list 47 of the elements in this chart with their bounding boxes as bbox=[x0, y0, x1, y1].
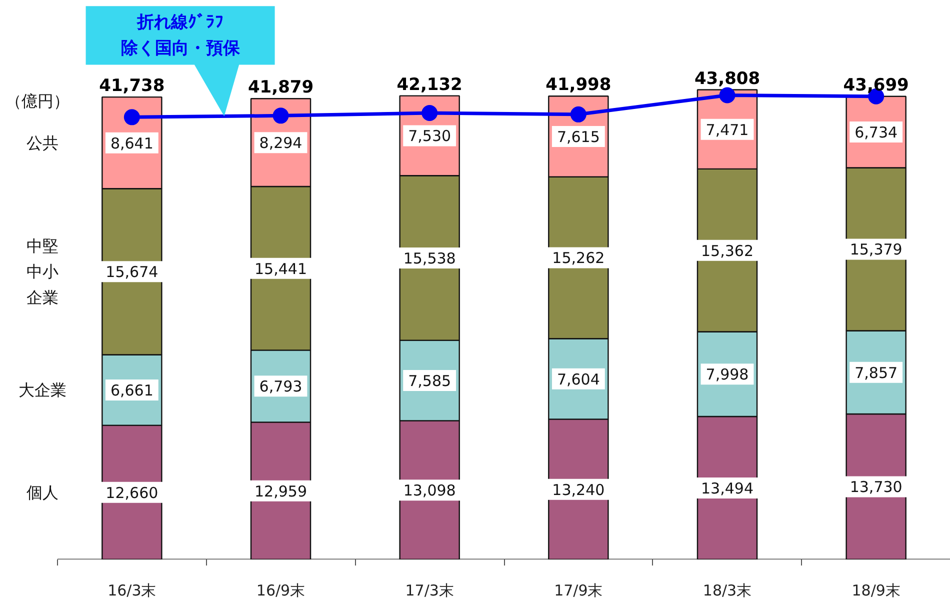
data-label: 13,098 bbox=[403, 482, 456, 500]
data-label: 8,294 bbox=[259, 134, 302, 152]
data-label: 41,738 bbox=[99, 76, 165, 96]
data-label: 41,998 bbox=[546, 75, 612, 96]
text: 折れ線ｸﾞﾗﾌ除く国向・預保 bbox=[120, 12, 241, 58]
point bbox=[570, 106, 586, 122]
data-label: 6,661 bbox=[110, 382, 154, 400]
data-label: 12,959 bbox=[254, 482, 308, 500]
text: 個人 bbox=[26, 482, 59, 502]
data-label: 7,998 bbox=[706, 366, 749, 384]
data-label: 15,262 bbox=[552, 249, 605, 268]
data-label: 15,674 bbox=[106, 263, 158, 282]
data-label: 15,362 bbox=[701, 242, 754, 260]
point bbox=[422, 105, 438, 121]
data-label: 6,793 bbox=[259, 378, 302, 396]
data-label: 8,641 bbox=[110, 134, 154, 152]
x-tick-label: 17/3末 bbox=[405, 582, 454, 600]
text: 中堅中小企業 bbox=[26, 236, 59, 307]
data-label: 43,699 bbox=[843, 75, 909, 96]
data-label: 13,494 bbox=[701, 479, 754, 498]
data-label: 7,615 bbox=[556, 128, 600, 146]
data-label: 43,808 bbox=[694, 68, 760, 89]
data-label: 12,660 bbox=[106, 484, 158, 502]
point bbox=[124, 109, 140, 126]
data-label: 15,379 bbox=[850, 240, 902, 259]
data-label: 7,585 bbox=[408, 372, 452, 390]
x-tick-label: 17/9末 bbox=[554, 582, 603, 600]
text: 大企業 bbox=[18, 380, 67, 400]
data-label: 41,879 bbox=[248, 78, 314, 98]
data-label: 6,734 bbox=[854, 124, 898, 142]
data-label: 7,530 bbox=[408, 127, 452, 146]
data-label: 13,730 bbox=[850, 478, 902, 496]
data-label: 15,441 bbox=[254, 260, 308, 278]
text: 公共 bbox=[26, 133, 59, 152]
data-label: 42,132 bbox=[396, 74, 462, 95]
x-tick-label: 18/3末 bbox=[702, 582, 752, 600]
x-tick-label: 16/9末 bbox=[256, 582, 306, 600]
data-label: 13,240 bbox=[552, 480, 605, 499]
y-axis-title: （億円） bbox=[6, 92, 70, 111]
data-label: 7,471 bbox=[706, 120, 749, 139]
data-label: 7,857 bbox=[854, 364, 898, 382]
point bbox=[272, 108, 289, 124]
x-tick-label: 16/3末 bbox=[108, 582, 156, 600]
point bbox=[719, 87, 736, 104]
x-tick-label: 18/9末 bbox=[852, 582, 900, 600]
data-label: 15,538 bbox=[403, 249, 456, 268]
data-label: 7,604 bbox=[556, 370, 600, 388]
